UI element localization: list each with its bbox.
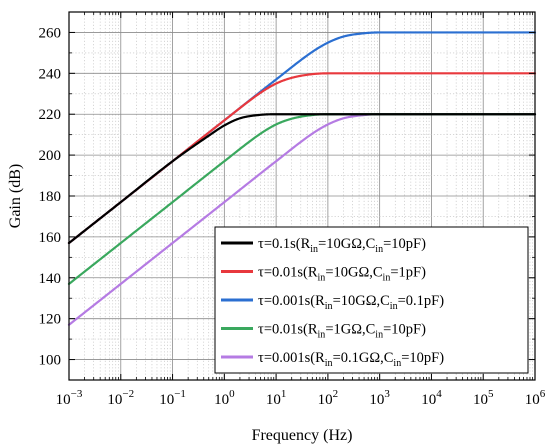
series-lines	[67, 31, 537, 326]
legend-box	[214, 226, 529, 374]
x-tick-label: 104	[421, 388, 442, 408]
y-tick-label: 100	[39, 353, 62, 369]
x-tick-label: 100	[214, 388, 235, 408]
x-tick-label: 105	[473, 388, 494, 408]
legend-label: τ=0.01s(Rin=1GΩ,Cin=10pF)	[258, 322, 426, 341]
legend-label: τ=0.001s(Rin=10GΩ,Cin=0.1pF)	[258, 293, 444, 312]
y-tick-label: 200	[39, 148, 62, 164]
legend-label: τ=0.01s(Rin=10GΩ,Cin=1pF)	[258, 265, 426, 284]
y-tick-label: 160	[39, 230, 62, 246]
legend-label: τ=0.001s(Rin=0.1GΩ,Cin=10pF)	[258, 350, 444, 369]
x-tick-label: 106	[525, 388, 546, 408]
x-tick-label: 101	[266, 388, 287, 408]
y-tick-labels: 100 120 140 160 180 200 220 240 260	[39, 25, 62, 368]
y-tick-label: 120	[39, 312, 62, 328]
legend: τ=0.1s(Rin=10GΩ,Cin=10pF) τ=0.01s(Rin=10G…	[214, 226, 529, 374]
y-tick-label: 180	[39, 189, 62, 205]
x-tick-label: 103	[369, 388, 390, 408]
y-tick-label: 140	[39, 271, 62, 287]
y-tick-label: 240	[39, 66, 62, 82]
x-tick-label: 10−2	[107, 388, 134, 408]
x-tick-label: 10−3	[56, 388, 83, 408]
x-tick-label: 102	[318, 388, 339, 408]
series-line	[67, 113, 537, 245]
y-tick-label: 260	[39, 25, 62, 41]
axis-ticks	[68, 11, 536, 381]
x-tick-label: 10−1	[159, 388, 186, 408]
y-axis-title: Gain (dB)	[7, 164, 24, 228]
x-tick-labels: 10−3 10−2 10−1 100 101 102 103 104 105 106	[56, 388, 546, 408]
x-axis-title: Frequency (Hz)	[252, 427, 353, 444]
legend-label: τ=0.1s(Rin=10GΩ,Cin=10pF)	[258, 236, 426, 255]
y-tick-label: 220	[39, 107, 62, 123]
